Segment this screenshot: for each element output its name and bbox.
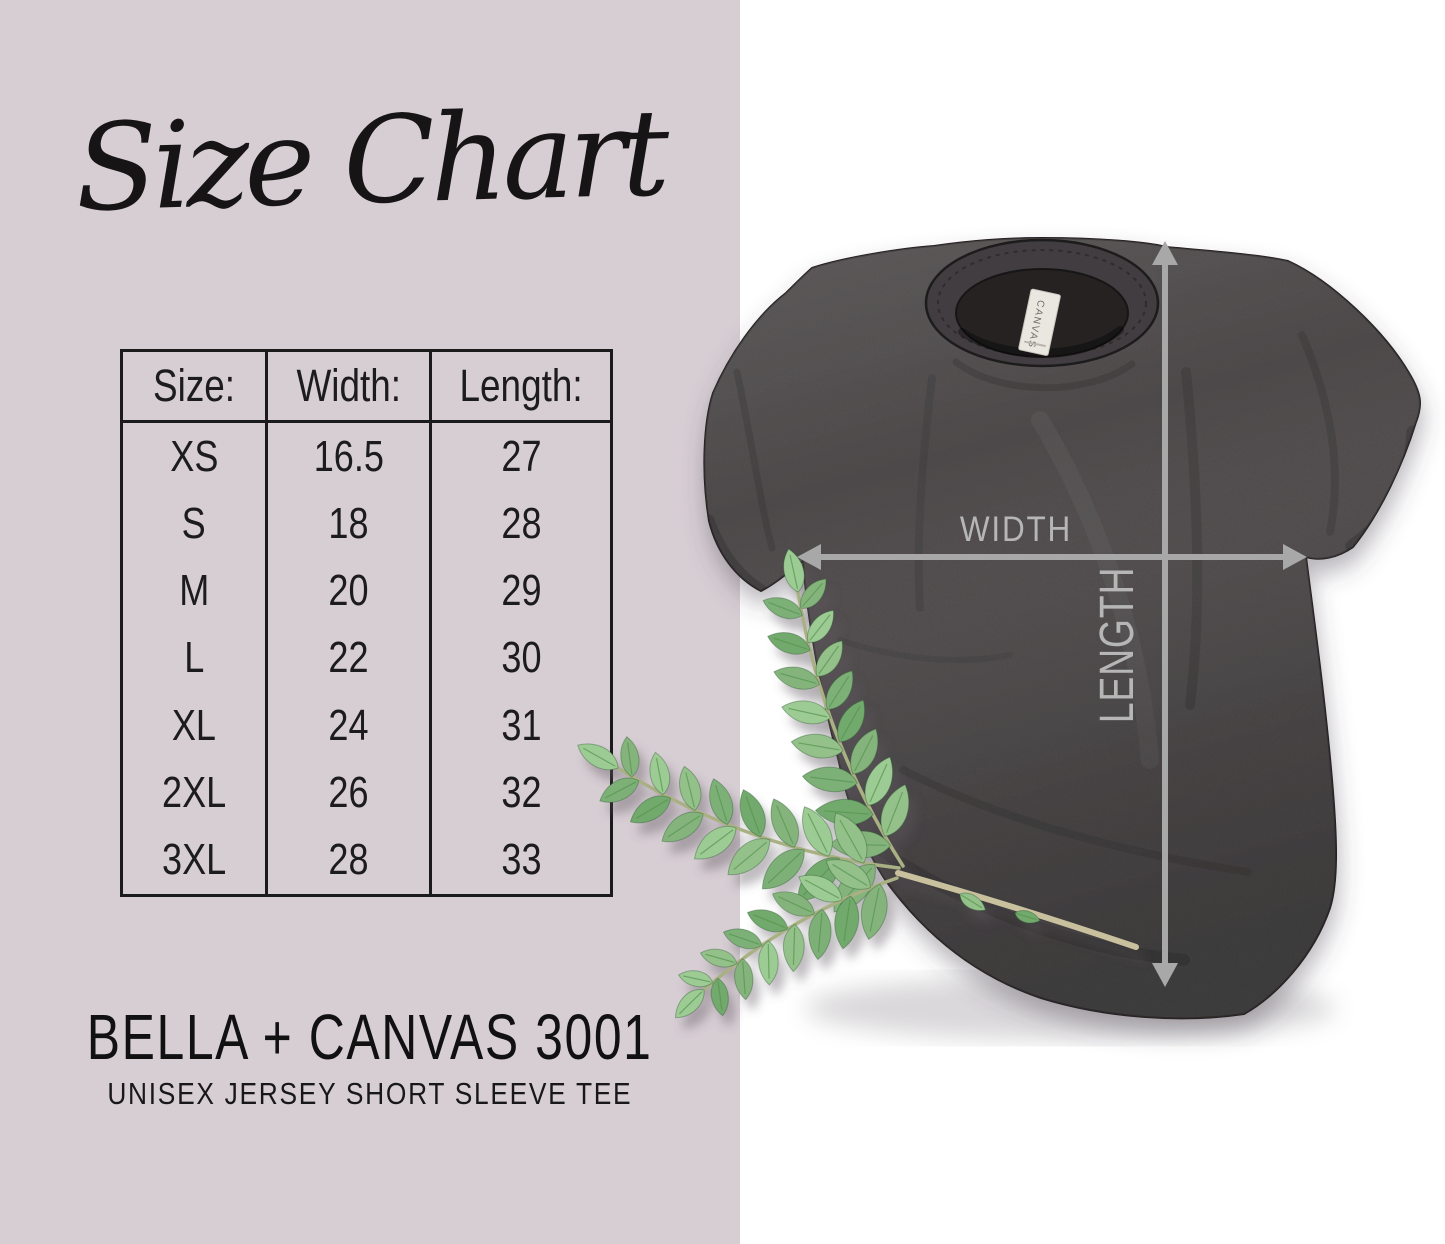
length-value: 28 <box>500 498 542 548</box>
photo-background <box>740 0 1445 1244</box>
table-cell-length: 30 <box>432 625 610 692</box>
table-cell-length: 27 <box>432 423 610 490</box>
table-cell-size: 3XL <box>123 826 268 894</box>
table-cell-size: XL <box>123 692 268 760</box>
width-value: 16.5 <box>313 431 384 481</box>
table-cell-size: XS <box>123 423 268 491</box>
length-value: 27 <box>500 431 542 481</box>
width-value: 24 <box>328 700 369 750</box>
size-value: XL <box>171 700 217 750</box>
table-cell-length: 32 <box>432 759 610 826</box>
size-value: L <box>183 633 205 683</box>
table-cell-size: 2XL <box>123 759 268 827</box>
table-cell-size: M <box>123 557 268 625</box>
header-label: Width: <box>296 360 401 411</box>
table-cell-width: 24 <box>268 692 432 760</box>
width-value: 28 <box>328 835 369 885</box>
size-value: 3XL <box>161 835 227 885</box>
header-label: Length: <box>459 360 583 411</box>
table-cell-width: 26 <box>268 759 432 827</box>
size-value: 2XL <box>161 768 227 818</box>
table-cell-size: S <box>123 490 268 558</box>
size-value: XS <box>169 431 219 481</box>
width-value: 18 <box>328 498 369 548</box>
length-value: 29 <box>500 566 542 616</box>
width-value: 26 <box>328 768 369 818</box>
length-value: 31 <box>500 700 542 750</box>
left-panel <box>0 0 740 1244</box>
table-cell-width: 20 <box>268 557 432 625</box>
table-cell-size: L <box>123 624 268 693</box>
width-value: 22 <box>328 633 369 683</box>
size-value: S <box>181 498 207 548</box>
width-value: 20 <box>328 566 369 616</box>
brand-line: BELLA + CANVAS 3001 <box>0 1000 740 1074</box>
table-cell-length: 29 <box>432 558 610 625</box>
brand-subline: UNISEX JERSEY SHORT SLEEVE TEE <box>0 1076 740 1112</box>
table-cell-length: 28 <box>432 490 610 557</box>
size-table: Size: Width: Length: XS 16.5 27 S 18 28 … <box>120 349 613 897</box>
table-cell-width: 16.5 <box>268 423 432 491</box>
length-value: 33 <box>500 835 542 885</box>
table-cell-length: 31 <box>432 692 610 759</box>
size-value: M <box>178 566 210 616</box>
page-title: Size Chart <box>73 84 667 239</box>
length-value: 30 <box>500 633 542 683</box>
table-header-width: Width: <box>268 352 432 423</box>
table-header-size: Size: <box>123 352 268 423</box>
table-cell-width: 22 <box>268 624 432 693</box>
table-cell-width: 28 <box>268 826 432 894</box>
brand-text: BELLA + CANVAS 3001 <box>87 1001 653 1073</box>
header-label: Size: <box>152 360 236 411</box>
table-cell-length: 33 <box>432 827 610 894</box>
brand-sub-text: UNISEX JERSEY SHORT SLEEVE TEE <box>107 1076 633 1111</box>
length-value: 32 <box>500 768 542 818</box>
table-header-length: Length: <box>432 352 610 423</box>
table-cell-width: 18 <box>268 490 432 558</box>
